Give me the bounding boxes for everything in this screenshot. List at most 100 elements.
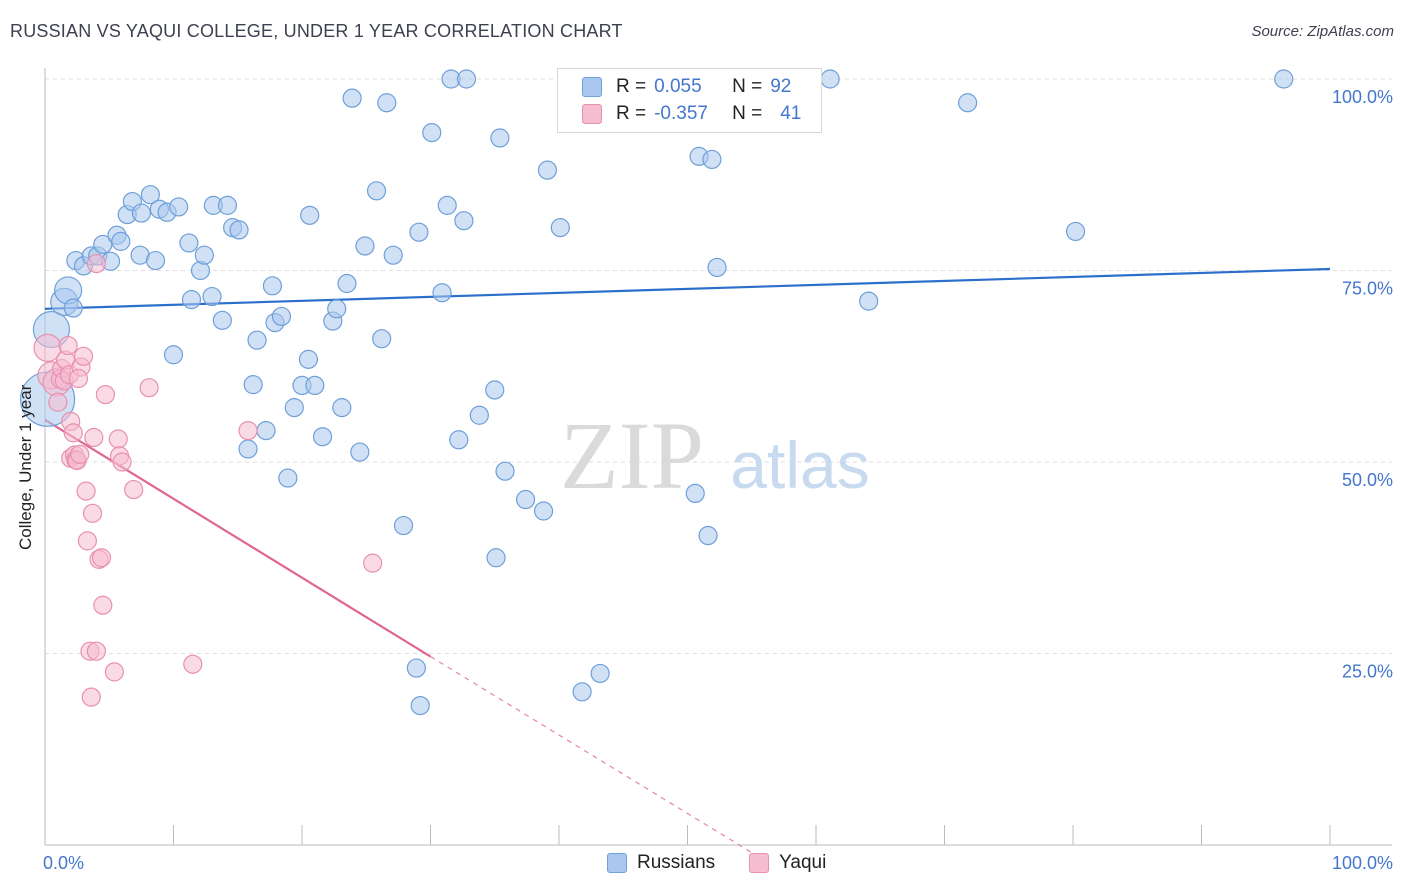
russians-point [194,245,214,265]
yaqui-point [91,548,112,568]
yaqui-point [77,531,98,551]
x-tick-label-left: 0.0% [43,853,84,873]
legend-r-value: -0.357 [654,103,708,124]
russians-point [140,185,160,205]
russians-swatch-icon [582,77,602,97]
russians-point [410,695,430,716]
y-tick-label: 100.0% [1332,87,1393,107]
yaqui-trend-line [44,418,432,658]
yaqui-point [238,420,258,441]
russians-point [820,69,840,89]
russians-point [550,218,570,238]
russians-point [372,329,392,349]
russians-point [243,375,263,395]
y-tick-label: 50.0% [1342,470,1393,490]
legend-r-label: R = [616,103,647,124]
russians-point [181,290,202,310]
legend-r-value: 0.055 [654,76,702,97]
russians-point [490,128,510,148]
russians-point [355,236,375,256]
russians-trend-line [44,267,1331,310]
russians-point [958,93,978,113]
legend-item-yaqui[interactable]: Yaqui [749,852,826,874]
yaqui-legend-icon [749,853,770,873]
russians-point [456,69,477,89]
legend-row-yaqui: R = -0.357 N = 41 [582,102,801,126]
yaqui-swatch-icon [582,104,602,124]
yaqui-point [95,384,115,405]
russians-point [537,160,558,180]
russians-point [707,257,727,278]
yaqui-point [84,427,104,448]
yaqui-point [76,481,96,501]
yaqui-point [70,444,90,464]
russians-point [262,276,283,296]
russians-point [1274,69,1294,89]
source-label: Source: ZipAtlas.com [1251,23,1394,40]
russians-point [432,283,452,303]
russians-point [515,489,536,510]
russians-point [238,439,258,459]
russians-point [572,682,592,702]
russians-point [284,398,304,418]
correlation-legend: R = 0.055 N = 92 R = -0.357 N = 41 [557,68,822,133]
russians-point [350,442,370,462]
legend-n-value: 41 [780,103,802,124]
yaqui-point [108,429,128,449]
series-legend: Russians Yaqui [607,852,860,874]
watermark-zip: ZIP [560,402,704,509]
axes [44,68,1392,846]
russians-point [332,398,352,418]
scatter-points [19,69,1294,716]
russians-legend-icon [607,853,627,873]
russians-point [590,663,610,684]
yaqui-point [124,479,144,500]
russians-point [533,501,554,521]
legend-n-label: N = [732,103,763,124]
legend-item-russians[interactable]: Russians [607,852,715,874]
yaqui-point [82,503,103,523]
legend-n-label: N = [732,76,763,97]
legend-n-value: 92 [770,76,792,97]
russians-point [495,461,515,481]
russians-point [217,195,238,215]
yaqui-point [58,335,78,356]
russians-point [702,149,722,170]
yaqui-point [363,553,383,573]
yaqui-point [183,654,203,674]
legend-yaqui-label: Yaqui [779,852,827,873]
yaqui-point [93,595,113,615]
russians-point [393,515,414,536]
watermark: ZIP atlas [560,402,870,509]
yaqui-point [73,346,94,366]
russians-point [179,233,199,253]
russians-point [422,123,442,143]
russians-point [300,205,320,225]
russians-point [312,427,333,447]
y-tick-label: 75.0% [1342,279,1393,299]
russians-point [278,468,298,488]
yaqui-point [86,641,107,661]
russians-point [1065,221,1086,242]
russians-point [469,405,489,425]
russians-point [859,291,879,311]
russians-point [409,222,429,242]
russians-point [685,483,705,504]
russians-point [247,330,267,350]
y-axis-label: College, Under 1 year [16,384,35,550]
trend-lines [44,267,1331,854]
tick-labels: 100.0% 75.0% 50.0% 25.0% 0.0% 100.0% [43,87,1393,873]
watermark-atlas: atlas [730,428,869,502]
russians-point [271,306,292,327]
yaqui-point [63,423,83,443]
russians-point [486,548,506,568]
yaqui-point [48,392,68,412]
russians-point [449,430,469,450]
russians-point [406,658,426,678]
russians-point [63,298,83,318]
yaqui-point [81,687,101,707]
russians-point [229,220,249,240]
russians-point [327,299,347,319]
russians-point [366,181,387,201]
